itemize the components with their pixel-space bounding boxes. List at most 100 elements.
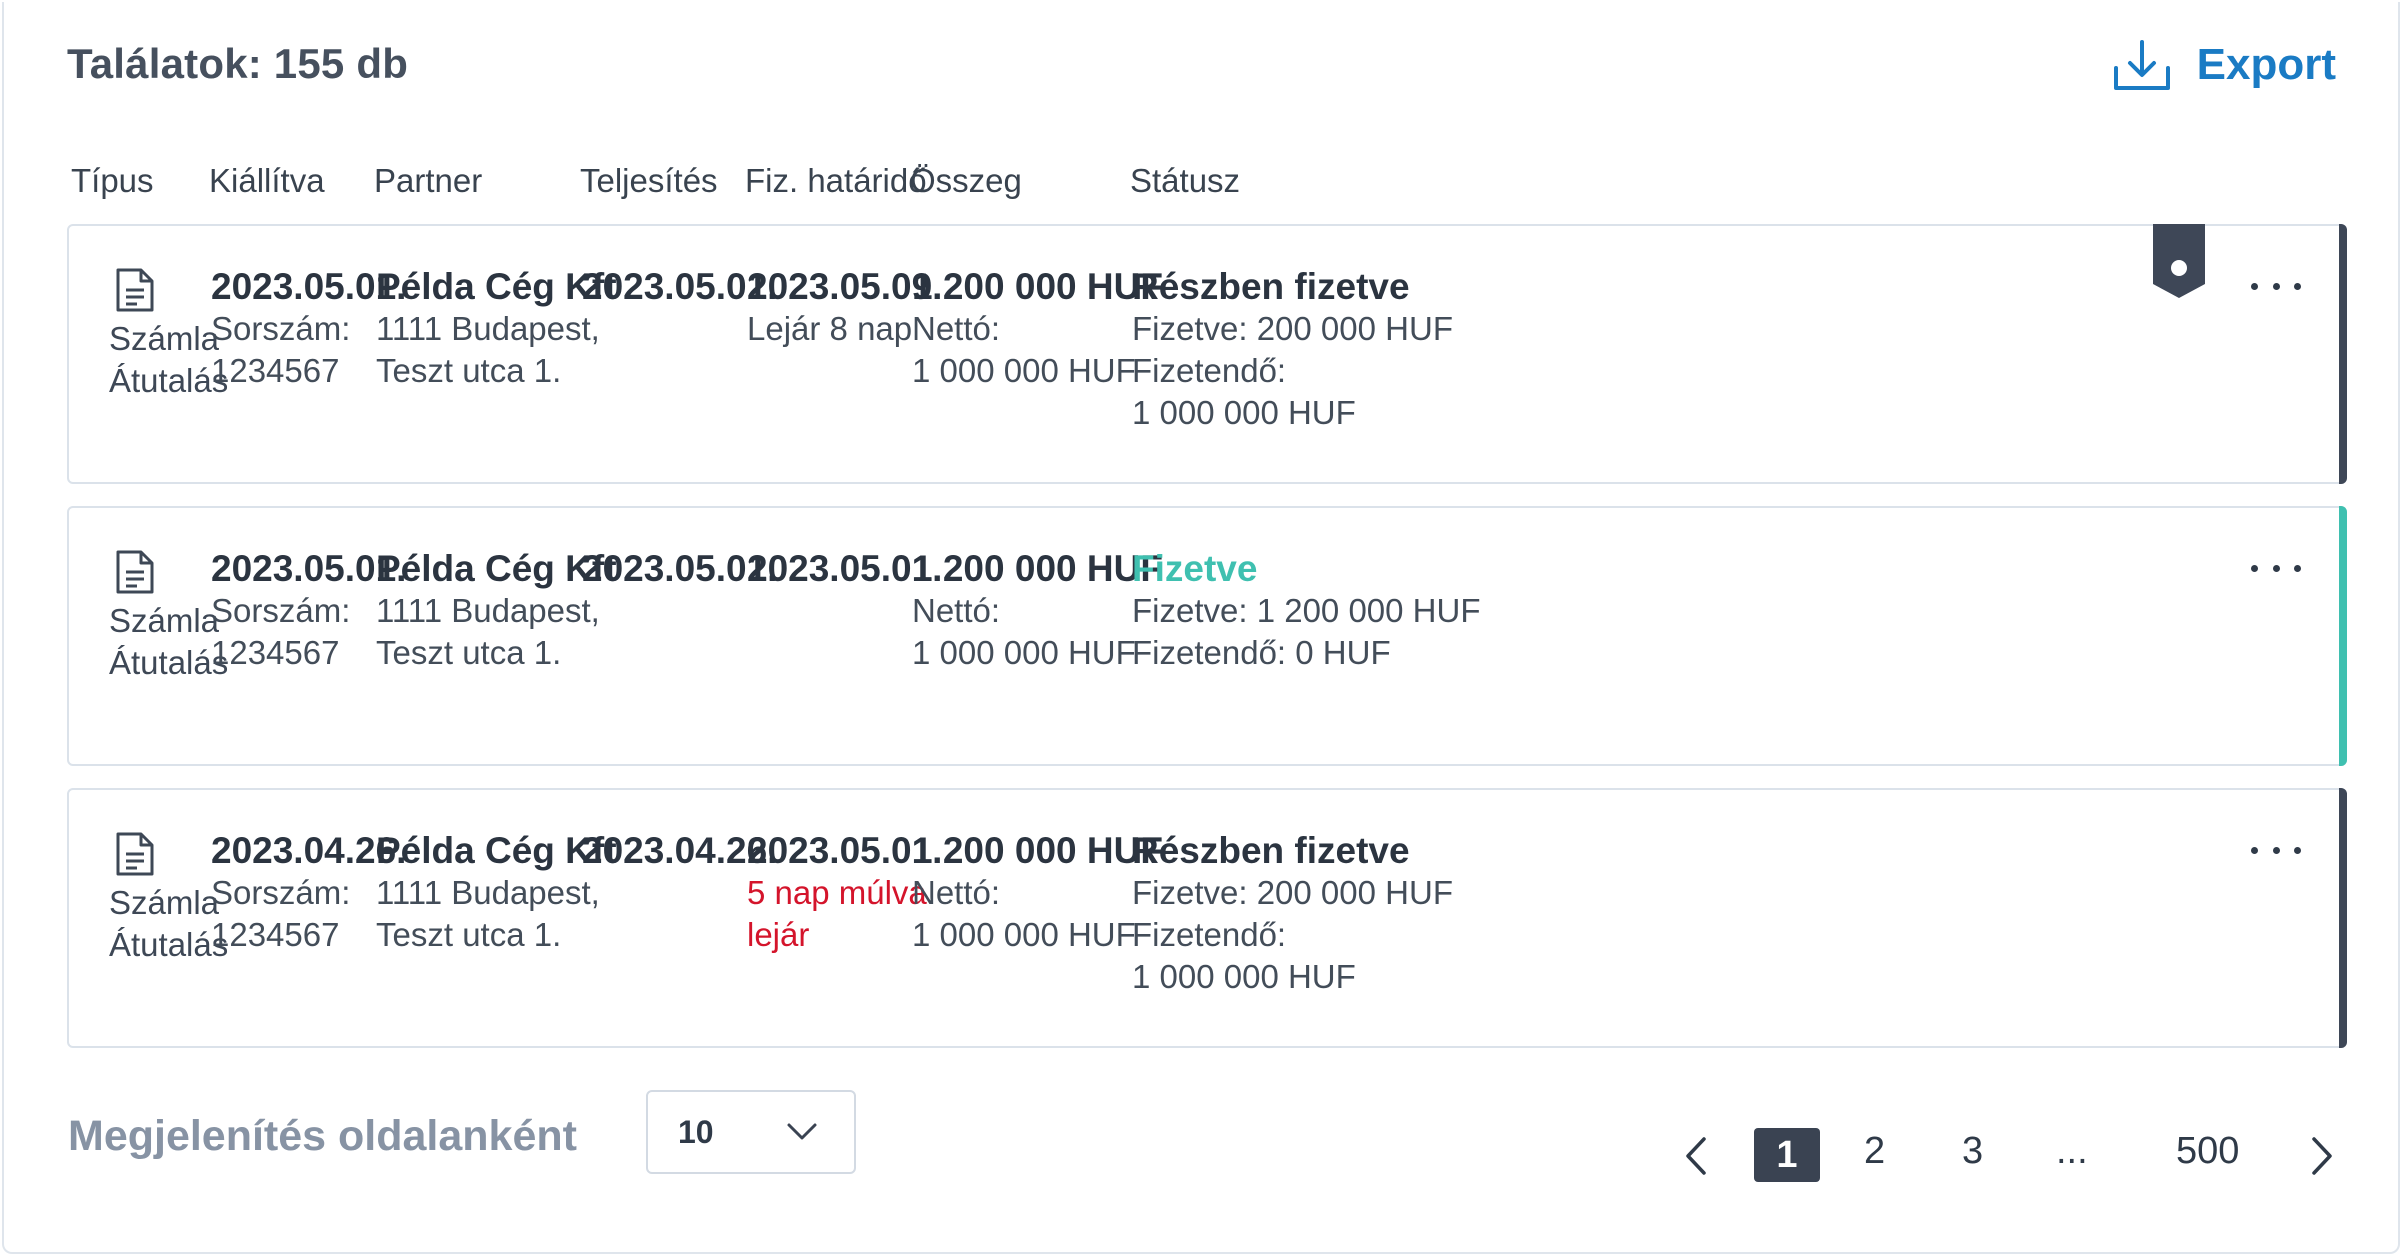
document-icon (116, 832, 154, 876)
gross-amount: 1 200 000 HUF (912, 830, 1163, 871)
due-note: Lejár 8 nap (747, 310, 913, 347)
serial-label: Sorszám: (211, 592, 351, 629)
type-cell: Számla Átutalás (109, 832, 228, 966)
serial-number: 1234567 (211, 916, 340, 953)
partner-address-line1: 1111 Budapest, (376, 592, 600, 629)
column-header-partner: Partner (374, 162, 483, 199)
issued-date: 2023.04.26. (211, 830, 407, 871)
net-label: Nettó: (912, 310, 1001, 347)
dot-icon (2251, 846, 2258, 854)
payment-method: Átutalás (109, 362, 229, 399)
partner-name: Példa Cég Kft (376, 830, 617, 871)
more-options-button[interactable] (2251, 838, 2301, 862)
paid-amount: Fizetve: 200 000 HUF (1132, 874, 1453, 911)
payment-method: Átutalás (109, 644, 229, 681)
column-header-due-date: Fiz. határidő (745, 162, 927, 199)
type-cell: Számla Átutalás (109, 268, 228, 402)
payment-method: Átutalás (109, 926, 229, 963)
due-warning-line1: 5 nap múlva (747, 874, 927, 911)
amount-cell: 1 200 000 HUF Nettó: 1 000 000 HUF (912, 548, 1163, 674)
dot-icon (2272, 282, 2280, 290)
issued-cell: 2023.05.01. Sorszám: 1234567 (211, 266, 406, 392)
issued-cell: 2023.05.01. Sorszám: 1234567 (211, 548, 406, 674)
payable-label: Fizetendő: (1132, 916, 1287, 953)
column-header-type: Típus (71, 162, 154, 199)
chevron-down-icon (787, 1123, 817, 1140)
page-button-2[interactable]: 2 (1864, 1130, 1886, 1172)
export-button[interactable]: Export (2113, 38, 2336, 92)
status-text: Részben fizetve (1132, 266, 1410, 307)
type-cell: Számla Átutalás (109, 550, 228, 684)
column-header-fulfilment: Teljesítés (580, 162, 718, 199)
payable-amount: Fizetendő: 0 HUF (1132, 634, 1391, 671)
page-ellipsis: ... (2056, 1130, 2088, 1172)
payable-amount: 1 000 000 HUF (1132, 394, 1356, 431)
status-cell: Részben fizetve Fizetve: 200 000 HUF Fiz… (1132, 266, 1453, 434)
due-date: 2023.05.01. (747, 830, 943, 871)
fulfilment-cell: 2023.05.01. (582, 266, 777, 308)
invoice-row[interactable]: Számla Átutalás 2023.04.26. Sorszám: 123… (67, 788, 2347, 1048)
net-label: Nettó: (912, 592, 1001, 629)
due-date: 2023.05.09. (747, 266, 943, 307)
payable-amount: 1 000 000 HUF (1132, 958, 1356, 995)
page-button-1[interactable]: 1 (1754, 1128, 1820, 1182)
serial-label: Sorszám: (211, 310, 351, 347)
net-amount: 1 000 000 HUF (912, 352, 1136, 389)
fulfilment-date: 2023.04.26. (582, 830, 778, 871)
due-cell: 2023.05.01. (747, 548, 942, 590)
amount-cell: 1 200 000 HUF Nettó: 1 000 000 HUF (912, 266, 1163, 392)
partner-address-line2: Teszt utca 1. (376, 634, 562, 671)
gross-amount: 1 200 000 HUF (912, 266, 1163, 307)
dot-icon (2294, 282, 2301, 290)
type-label: Számla (109, 320, 220, 357)
download-icon (2113, 40, 2170, 90)
fulfilment-cell: 2023.05.01. (582, 548, 777, 590)
due-cell: 2023.05.01. 5 nap múlva lejár (747, 830, 942, 956)
more-options-button[interactable] (2251, 274, 2301, 298)
per-page-select[interactable]: 10 (646, 1090, 856, 1174)
page-button-500[interactable]: 500 (2176, 1130, 2240, 1172)
chevron-right-icon[interactable] (2310, 1136, 2334, 1176)
partner-cell: Példa Cég Kft 1111 Budapest, Teszt utca … (376, 266, 617, 392)
partner-address-line2: Teszt utca 1. (376, 916, 562, 953)
export-label: Export (2196, 40, 2336, 89)
per-page-control: Megjelenítés oldalanként 10 (68, 1090, 856, 1174)
type-label: Számla (109, 602, 220, 639)
invoice-row[interactable]: Számla Átutalás 2023.05.01. Sorszám: 123… (67, 224, 2347, 484)
serial-number: 1234567 (211, 352, 340, 389)
column-header-status: Státusz (1130, 162, 1241, 199)
fulfilment-date: 2023.05.01. (582, 548, 778, 589)
dot-icon (2294, 846, 2301, 854)
serial-label: Sorszám: (211, 874, 351, 911)
dot-icon (2251, 564, 2258, 572)
partner-name: Példa Cég Kft (376, 548, 617, 589)
fulfilment-cell: 2023.04.26. (582, 830, 777, 872)
partner-address-line1: 1111 Budapest, (376, 874, 600, 911)
dot-icon (2294, 564, 2301, 572)
partner-address-line2: Teszt utca 1. (376, 352, 562, 389)
issued-cell: 2023.04.26. Sorszám: 1234567 (211, 830, 406, 956)
column-header-amount: Összeg (910, 162, 1022, 199)
dot-icon (2272, 564, 2280, 572)
issued-date: 2023.05.01. (211, 266, 407, 307)
more-options-button[interactable] (2251, 556, 2301, 580)
fulfilment-date: 2023.05.01. (582, 266, 778, 307)
dot-icon (2272, 846, 2280, 854)
due-warning-line2: lejár (747, 916, 810, 953)
status-cell: Részben fizetve Fizetve: 200 000 HUF Fiz… (1132, 830, 1453, 998)
table-header: Típus Kiállítva Partner Teljesítés Fiz. … (4, 162, 2398, 202)
paid-amount: Fizetve: 1 200 000 HUF (1132, 592, 1481, 629)
invoice-row[interactable]: Számla Átutalás 2023.05.01. Sorszám: 123… (67, 506, 2347, 766)
page-button-3[interactable]: 3 (1962, 1130, 1984, 1172)
net-amount: 1 000 000 HUF (912, 634, 1136, 671)
column-header-issued: Kiállítva (209, 162, 325, 199)
chevron-left-icon[interactable] (1684, 1136, 1708, 1176)
bookmark-icon[interactable] (2153, 224, 2205, 298)
net-label: Nettó: (912, 874, 1001, 911)
partner-address-line1: 1111 Budapest, (376, 310, 600, 347)
document-icon (116, 550, 154, 594)
status-cell: Fizetve Fizetve: 1 200 000 HUF Fizetendő… (1132, 548, 1481, 674)
results-count-title: Találatok: 155 db (67, 40, 409, 87)
document-icon (116, 268, 154, 312)
